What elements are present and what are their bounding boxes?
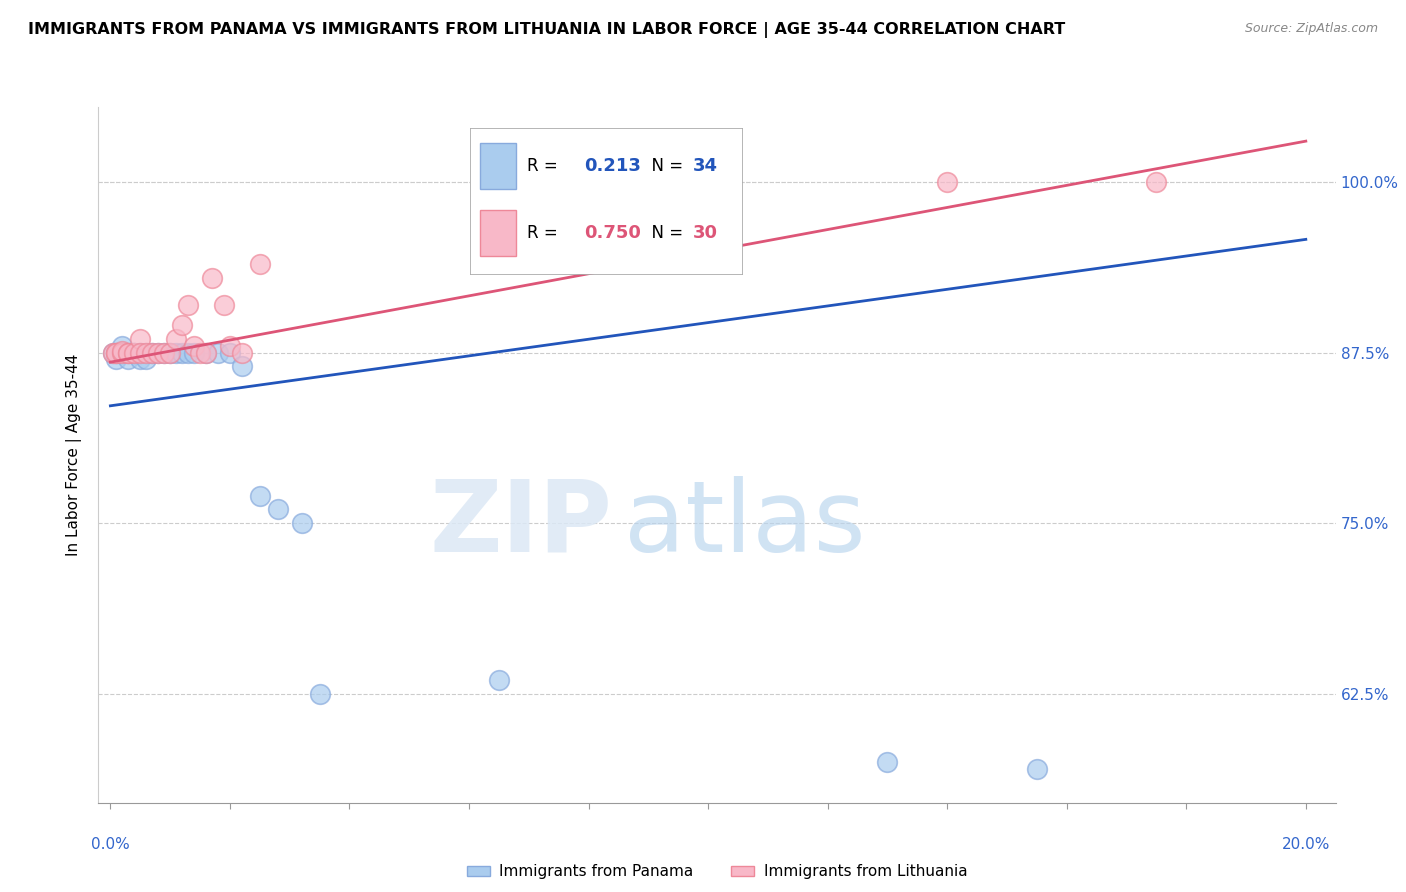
Point — [488, 673, 510, 687]
Point — [219, 345, 242, 359]
Point — [129, 332, 152, 346]
Point — [129, 345, 152, 359]
Point — [124, 345, 146, 359]
Point — [108, 345, 131, 359]
Text: Source: ZipAtlas.com: Source: ZipAtlas.com — [1244, 22, 1378, 36]
Point — [165, 345, 187, 359]
Point — [1025, 762, 1047, 776]
Point — [103, 345, 125, 359]
Point — [172, 345, 194, 359]
Point — [148, 345, 170, 359]
Point — [249, 489, 271, 503]
Point — [141, 345, 163, 359]
Point — [159, 345, 181, 359]
Point — [141, 345, 163, 359]
Point — [153, 345, 176, 359]
Point — [267, 502, 290, 516]
Point — [188, 345, 211, 359]
Point — [201, 270, 224, 285]
Point — [103, 345, 125, 359]
Text: ZIP: ZIP — [429, 476, 612, 573]
Point — [129, 345, 152, 359]
Point — [111, 345, 134, 359]
Point — [117, 345, 139, 359]
Y-axis label: In Labor Force | Age 35-44: In Labor Force | Age 35-44 — [66, 354, 83, 556]
Point — [177, 298, 200, 312]
Point — [488, 175, 510, 189]
Text: 0.0%: 0.0% — [91, 837, 129, 852]
Point — [177, 345, 200, 359]
Point — [1144, 175, 1167, 189]
Point — [124, 345, 146, 359]
Point — [135, 345, 157, 359]
Text: atlas: atlas — [624, 476, 866, 573]
Text: IMMIGRANTS FROM PANAMA VS IMMIGRANTS FROM LITHUANIA IN LABOR FORCE | AGE 35-44 C: IMMIGRANTS FROM PANAMA VS IMMIGRANTS FRO… — [28, 22, 1066, 38]
Point — [124, 345, 146, 359]
Point — [105, 345, 128, 359]
Point — [183, 339, 205, 353]
Point — [129, 352, 152, 367]
Point — [936, 175, 959, 189]
Legend: Immigrants from Panama, Immigrants from Lithuania: Immigrants from Panama, Immigrants from … — [461, 858, 973, 886]
Point — [183, 345, 205, 359]
Point — [231, 345, 253, 359]
Point — [172, 318, 194, 333]
Point — [212, 298, 235, 312]
Point — [876, 755, 898, 769]
Point — [105, 345, 128, 359]
Point — [249, 257, 271, 271]
Point — [195, 345, 218, 359]
Point — [231, 359, 253, 374]
Point — [105, 352, 128, 367]
Point — [153, 345, 176, 359]
Point — [219, 339, 242, 353]
Point — [105, 345, 128, 359]
Point — [117, 345, 139, 359]
Point — [135, 352, 157, 367]
Point — [117, 352, 139, 367]
Point — [114, 345, 136, 359]
Point — [195, 345, 218, 359]
Point — [165, 332, 187, 346]
Text: 20.0%: 20.0% — [1282, 837, 1330, 852]
Point — [291, 516, 314, 530]
Point — [111, 344, 134, 359]
Point — [117, 345, 139, 359]
Point — [111, 339, 134, 353]
Point — [135, 345, 157, 359]
Point — [547, 209, 569, 223]
Point — [148, 345, 170, 359]
Point — [111, 345, 134, 359]
Point — [308, 687, 330, 701]
Point — [207, 345, 229, 359]
Point — [159, 345, 181, 359]
